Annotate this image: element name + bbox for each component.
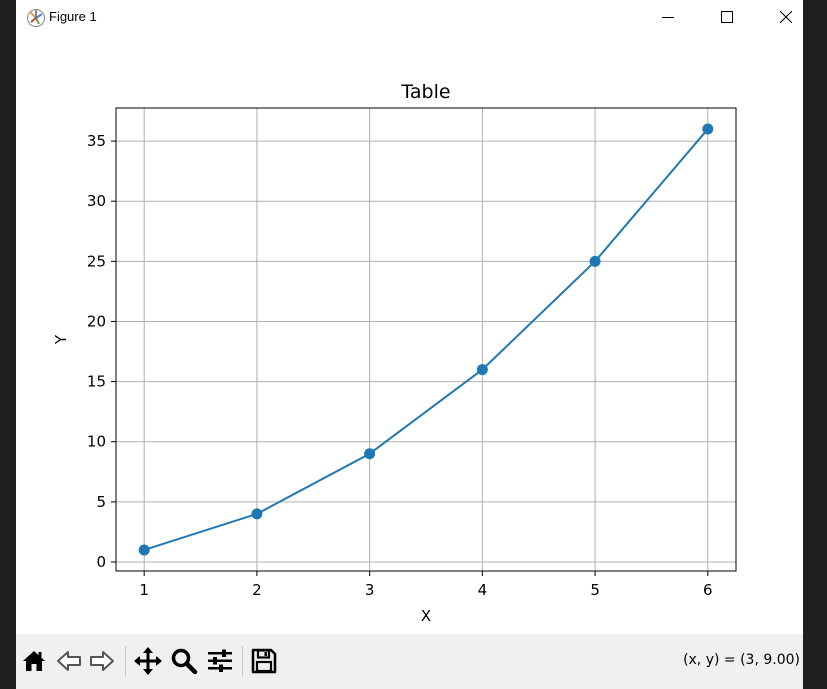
- pan-button[interactable]: [133, 646, 163, 676]
- home-button[interactable]: [19, 646, 49, 676]
- figure-canvas[interactable]: 1 2 3 4 5 6 0 5 10 15 20 25 30 35 Table X Y: [16, 34, 803, 634]
- y-tick-label: 35: [87, 132, 106, 150]
- zoom-button[interactable]: [169, 646, 199, 676]
- line-chart: 1 2 3 4 5 6 0 5 10 15 20 25 30 35 Table X Y: [52, 81, 737, 625]
- title-bar: Figure 1: [16, 0, 803, 34]
- y-tick-label: 5: [96, 493, 106, 511]
- back-icon: [57, 651, 81, 671]
- y-tick-label: 30: [87, 192, 106, 210]
- maximize-button[interactable]: [704, 0, 750, 34]
- x-tick-label: 3: [365, 581, 375, 599]
- y-tick-label: 25: [87, 252, 106, 270]
- maximize-icon: [721, 11, 733, 23]
- data-point: [589, 255, 601, 267]
- x-axis-label: X: [421, 607, 431, 625]
- toolbar-separator: [242, 646, 243, 676]
- x-tick-label: 6: [703, 581, 713, 599]
- data-point: [702, 123, 714, 135]
- y-axis-label: Y: [52, 334, 70, 345]
- x-tick-label: 4: [478, 581, 488, 599]
- toolbar-separator: [125, 646, 126, 676]
- y-tick-label: 20: [87, 312, 106, 330]
- pan-icon: [134, 647, 162, 675]
- minimize-icon: [662, 17, 674, 18]
- zoom-icon: [171, 648, 198, 675]
- data-point: [476, 364, 488, 376]
- home-icon: [23, 651, 45, 671]
- x-tick-label: 1: [139, 581, 149, 599]
- data-point: [251, 508, 263, 520]
- y-tick-label: 0: [96, 553, 106, 571]
- configure-subplots-icon: [208, 649, 232, 672]
- minimize-button[interactable]: [645, 0, 691, 34]
- series-line: [143, 128, 709, 551]
- save-button[interactable]: [249, 646, 279, 676]
- forward-icon: [90, 651, 114, 671]
- navigation-toolbar: (x, y) = (3, 9.00): [16, 634, 803, 689]
- data-point: [364, 448, 376, 460]
- cursor-coordinates: (x, y) = (3, 9.00): [683, 652, 800, 668]
- back-button[interactable]: [54, 646, 84, 676]
- background-strip: [803, 0, 827, 42]
- data-point: [138, 544, 150, 556]
- forward-button[interactable]: [87, 646, 117, 676]
- configure-subplots-button[interactable]: [205, 646, 235, 676]
- y-tick-label: 10: [87, 433, 106, 451]
- x-tick-label: 5: [590, 581, 600, 599]
- save-icon: [251, 648, 277, 674]
- window-title: Figure 1: [49, 9, 97, 24]
- close-icon: [780, 11, 792, 23]
- close-button[interactable]: [763, 0, 809, 34]
- x-tick-label: 2: [252, 581, 262, 599]
- chart-title: Table: [400, 81, 450, 103]
- figure-window: Figure 1 1 2 3 4 5 6 0 5 10 15 20 25 30 35 Table X Y: [16, 0, 803, 689]
- matplotlib-app-icon: [26, 8, 46, 28]
- y-tick-label: 15: [87, 373, 106, 391]
- axes-frame: [115, 107, 737, 572]
